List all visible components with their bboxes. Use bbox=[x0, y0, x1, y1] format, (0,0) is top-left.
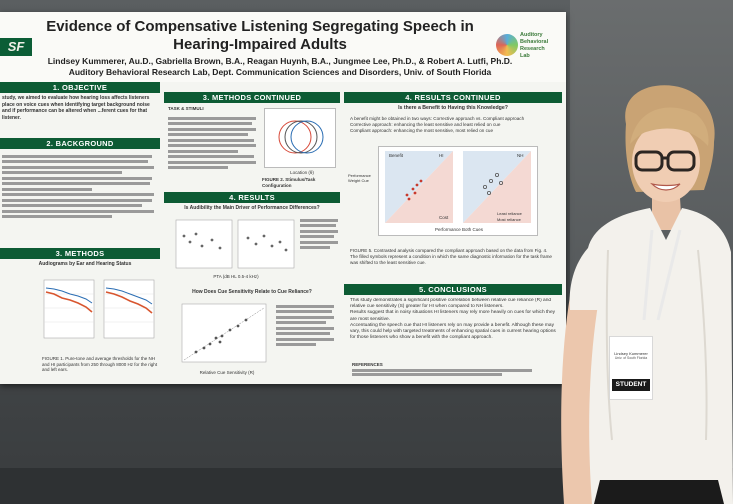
section-results: 4. RESULTS bbox=[164, 192, 340, 203]
results-cont-question: Is there a Benefit to Having this Knowle… bbox=[398, 105, 508, 111]
benefit-figure: Benefit HI NH Cost Least reliance Most r… bbox=[378, 146, 538, 236]
section-background: 2. BACKGROUND bbox=[0, 138, 160, 149]
benefit-label: Benefit bbox=[389, 153, 404, 158]
results-cont-points: A benefit might be obtained in two ways:… bbox=[350, 116, 556, 140]
legend-most: Most reliance bbox=[497, 217, 521, 222]
usf-logo: SF bbox=[0, 38, 32, 56]
lab-swirl-icon bbox=[496, 34, 518, 56]
section-results-continued: 4. RESULTS CONTINUED bbox=[344, 92, 562, 103]
audiogram-title: Audiograms by Ear and Hearing Status bbox=[38, 261, 132, 267]
conclusion-point: Results suggest that in noisy situations… bbox=[350, 310, 556, 322]
presenter-photo bbox=[561, 85, 733, 504]
cost-label: Cost bbox=[439, 215, 449, 220]
section-methods-continued: 3. METHODS CONTINUED bbox=[164, 92, 340, 103]
task-stimuli-heading: TASK & STIMULI bbox=[168, 106, 204, 111]
section-conclusions: 5. CONCLUSIONS bbox=[344, 284, 562, 295]
results-cont-point: A benefit might be obtained in two ways:… bbox=[350, 116, 525, 121]
results-fig2-xlabel: Relative Cue Sensitivity (R) bbox=[199, 370, 255, 375]
stimulus-config-figure bbox=[264, 108, 336, 168]
section-objective: 1. OBJECTIVE bbox=[0, 82, 160, 93]
benefit-ylabel: Performance Weight Cue bbox=[348, 173, 371, 183]
research-poster: SF Evidence of Compensative Listening Se… bbox=[0, 12, 566, 384]
cue-sensitivity-figure bbox=[181, 303, 267, 363]
references-lines bbox=[352, 368, 552, 380]
lab-logo-text: Auditory Behavioral Research Lab bbox=[520, 32, 549, 59]
results-question-2: How Does Cue Sensitivity Relate to Cue R… bbox=[192, 289, 312, 295]
authors-line: Lindsey Kummerer, Au.D., Gabriella Brown… bbox=[47, 56, 513, 66]
figure4-caption-lines bbox=[276, 302, 338, 376]
poster-title-line1: Evidence of Compensative Listening Segre… bbox=[46, 18, 474, 35]
results-cont-point: Compliant approach: enhancing the most s… bbox=[350, 128, 493, 133]
benefit-xlabel: Performance Both Cues bbox=[434, 227, 484, 232]
figure5-caption: FIGURE 5. Contrasted analysis compared t… bbox=[350, 248, 552, 265]
legend-least: Least reliance bbox=[497, 211, 522, 216]
results-question-1: Is Audibility the Main Driver of Perform… bbox=[184, 205, 320, 211]
hi-label: HI bbox=[439, 153, 444, 158]
poster-authors: Lindsey Kummerer, Au.D., Gabriella Brown… bbox=[20, 56, 540, 78]
conclusion-point: Accentuating the speech cue that HI list… bbox=[350, 322, 556, 341]
results-cont-point: Corrective approach: enhancing the least… bbox=[350, 122, 501, 127]
conclusions-list: This study demonstrates a significant po… bbox=[350, 298, 558, 358]
poster-title: Evidence of Compensative Listening Segre… bbox=[40, 18, 480, 54]
affiliation-line: Auditory Behavioral Research Lab, Dept. … bbox=[68, 67, 492, 77]
figure1-caption: FIGURE 1. Pure-tone and average threshol… bbox=[42, 356, 158, 372]
nh-label: NH bbox=[517, 153, 524, 158]
badge-org: Univ. of South Florida bbox=[614, 356, 648, 360]
badge-name: Lindsey Kummerer bbox=[614, 351, 648, 356]
poster-header: SF Evidence of Compensative Listening Se… bbox=[0, 12, 566, 82]
background-text-lines bbox=[2, 152, 156, 244]
references-label: REFERENCES bbox=[352, 362, 383, 367]
results-fig-xlabel: PTA (dB HL 0.5-4 kHz) bbox=[213, 274, 259, 279]
methods-continued-text bbox=[168, 114, 260, 186]
section-methods: 3. METHODS bbox=[0, 248, 160, 259]
figure3-caption-lines bbox=[300, 216, 340, 278]
audiogram-figure bbox=[43, 279, 155, 339]
objective-text: study, we aimed to evaluate how hearing … bbox=[2, 95, 150, 121]
figure2-caption: FIGURE 2. Stimulus/Task Configuration bbox=[262, 177, 316, 188]
figure2-axis-label: Location (θ) bbox=[290, 170, 314, 175]
audibility-scatter-figure bbox=[175, 219, 295, 269]
poster-title-line2: Hearing-Impaired Adults bbox=[173, 36, 347, 53]
badge-role: STUDENT bbox=[612, 379, 650, 391]
name-badge: Lindsey Kummerer Univ. of South Florida … bbox=[609, 336, 653, 400]
conclusion-point: This study demonstrates a significant po… bbox=[350, 298, 552, 310]
lab-logo: Auditory Behavioral Research Lab bbox=[496, 32, 554, 64]
